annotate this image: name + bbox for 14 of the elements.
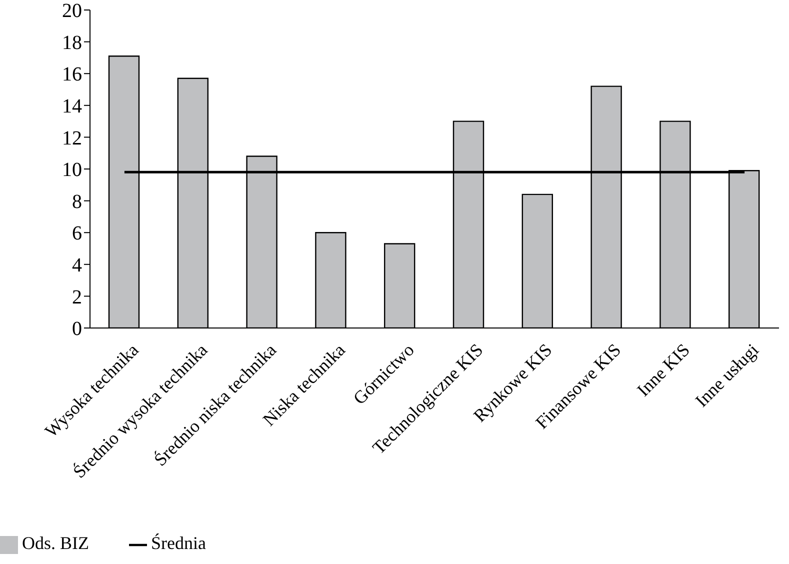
y-tick-label: 14	[62, 96, 82, 118]
y-tick-label: 6	[72, 222, 82, 245]
y-tick-label: 12	[62, 127, 82, 150]
legend-label: Ods. BIZ	[22, 533, 89, 553]
legend-label: Średnia	[151, 533, 206, 553]
x-tick-label: Inne KIS	[633, 340, 694, 400]
y-tick-label: 0	[72, 318, 82, 340]
y-tick-label: 4	[72, 254, 82, 276]
y-tick-label: 20	[62, 0, 82, 22]
y-tick-label: 2	[72, 286, 82, 308]
y-tick-label: 10	[62, 159, 82, 182]
y-tick-label: 16	[62, 64, 82, 86]
y-tick-label: 18	[62, 32, 82, 54]
y-tick-label: 8	[72, 190, 82, 213]
